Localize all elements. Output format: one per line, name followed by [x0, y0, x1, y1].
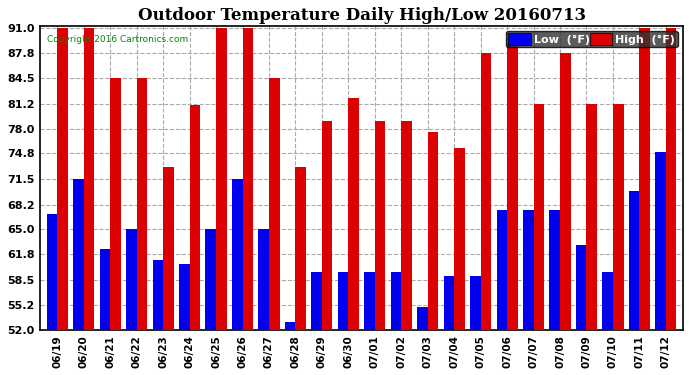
Bar — [364, 272, 375, 330]
Bar — [391, 272, 402, 330]
Bar — [497, 210, 507, 330]
Bar — [348, 98, 359, 330]
Bar — [242, 28, 253, 330]
Bar — [586, 104, 597, 330]
Bar — [613, 104, 624, 330]
Bar — [629, 190, 640, 330]
Text: Copyright 2016 Cartronics.com: Copyright 2016 Cartronics.com — [46, 34, 188, 44]
Bar — [640, 28, 650, 330]
Bar — [507, 44, 518, 330]
Bar — [269, 78, 279, 330]
Bar — [47, 214, 57, 330]
Bar — [232, 179, 242, 330]
Bar — [523, 210, 533, 330]
Bar — [533, 104, 544, 330]
Bar — [73, 179, 83, 330]
Bar — [338, 272, 348, 330]
Bar — [470, 276, 481, 330]
Bar — [311, 272, 322, 330]
Bar — [375, 121, 386, 330]
Bar — [576, 245, 586, 330]
Bar — [417, 307, 428, 330]
Bar — [206, 230, 216, 330]
Bar — [428, 132, 438, 330]
Bar — [179, 264, 190, 330]
Title: Outdoor Temperature Daily High/Low 20160713: Outdoor Temperature Daily High/Low 20160… — [137, 7, 586, 24]
Bar — [110, 78, 121, 330]
Legend: Low  (°F), High  (°F): Low (°F), High (°F) — [506, 31, 678, 47]
Bar — [481, 53, 491, 330]
Bar — [602, 272, 613, 330]
Bar — [402, 121, 412, 330]
Bar — [444, 276, 454, 330]
Bar — [126, 230, 137, 330]
Bar — [137, 78, 147, 330]
Bar — [656, 152, 666, 330]
Bar — [57, 28, 68, 330]
Bar — [190, 105, 200, 330]
Bar — [83, 28, 95, 330]
Bar — [99, 249, 110, 330]
Bar — [454, 148, 465, 330]
Bar — [163, 167, 174, 330]
Bar — [560, 53, 571, 330]
Bar — [322, 121, 333, 330]
Bar — [258, 230, 269, 330]
Bar — [666, 28, 676, 330]
Bar — [216, 28, 226, 330]
Bar — [295, 167, 306, 330]
Bar — [285, 322, 295, 330]
Bar — [152, 260, 163, 330]
Bar — [549, 210, 560, 330]
